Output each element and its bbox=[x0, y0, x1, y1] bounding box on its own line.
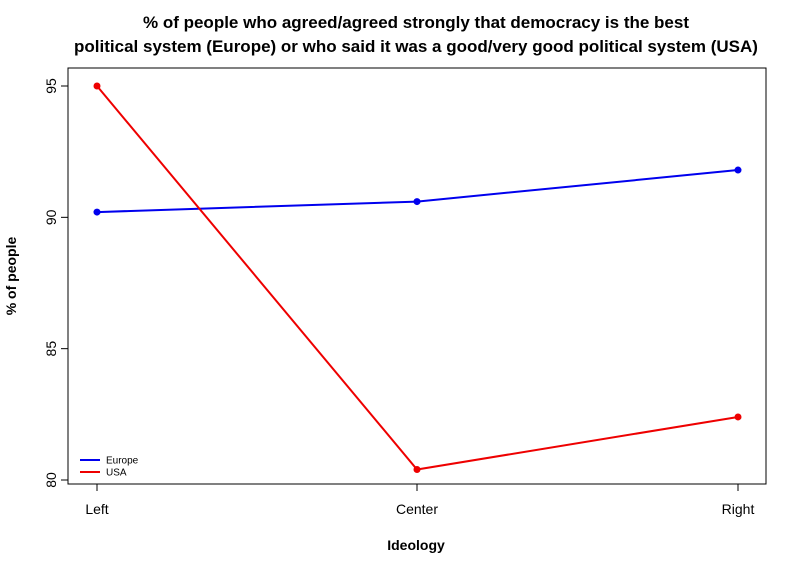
chart-title-line-2: political system (Europe) or who said it… bbox=[74, 37, 758, 56]
series-line-europe bbox=[96, 169, 739, 214]
y-axis-label: % of people bbox=[3, 237, 19, 316]
legend-label-usa: USA bbox=[106, 468, 127, 479]
data-point-europe bbox=[734, 166, 742, 174]
x-tick-label: Center bbox=[396, 501, 438, 517]
x-tick-label: Left bbox=[85, 501, 108, 517]
series-layer bbox=[93, 82, 742, 473]
y-tick-label: 90 bbox=[43, 209, 59, 225]
x-axis-label: Ideology bbox=[387, 537, 445, 553]
plot-frame bbox=[67, 67, 767, 485]
x-tick-label: Right bbox=[722, 501, 755, 517]
series-line-usa bbox=[96, 85, 739, 471]
y-axis: 80 85 90 95 bbox=[43, 78, 69, 488]
chart-title-line-1: % of people who agreed/agreed strongly t… bbox=[143, 13, 689, 32]
data-point-usa bbox=[734, 413, 742, 421]
y-tick-label: 85 bbox=[43, 341, 59, 357]
x-axis: Left Center Right bbox=[85, 483, 755, 517]
y-tick-label: 80 bbox=[43, 472, 59, 488]
data-point-europe bbox=[413, 198, 421, 206]
data-point-usa bbox=[413, 465, 421, 473]
legend-label-europe: Europe bbox=[106, 456, 139, 467]
data-point-usa bbox=[93, 82, 101, 90]
y-tick-label: 95 bbox=[43, 78, 59, 94]
data-point-europe bbox=[93, 208, 101, 216]
